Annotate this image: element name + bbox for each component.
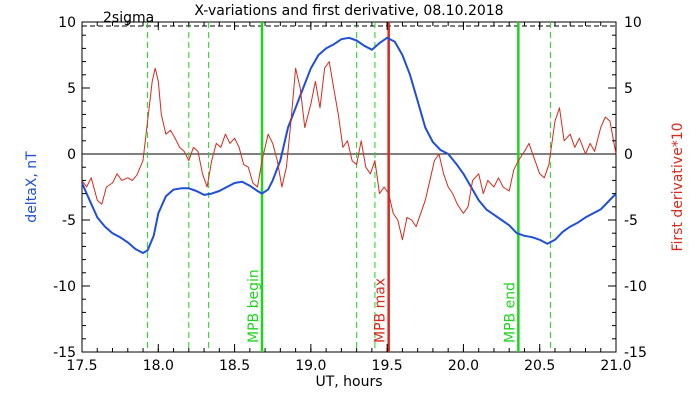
y-tick-label-right: -5: [624, 213, 638, 229]
event-label-mpb-max: MPB max: [373, 278, 389, 343]
y-axis-label-left: deltaX, nT: [24, 151, 40, 223]
axis-ticks: 17.5 18.0 18.5 19.0 19.5 20.0 20.5 21.0 10 5 0 -5 -1…: [53, 15, 647, 374]
x-tick-label: 18.0: [143, 358, 174, 374]
x-tick-label: 20.0: [448, 358, 479, 374]
chart-marks: MPB begin MPB max MPB end: [81, 22, 617, 352]
y-tick-label-right: -10: [624, 279, 647, 295]
series-line-derivative: [81, 61, 617, 241]
y-tick-label-left: 10: [58, 15, 76, 31]
y-tick-label-left: -10: [53, 279, 76, 295]
y-tick-label-right: 0: [624, 147, 633, 163]
threshold-label: 2sigma: [103, 10, 154, 26]
chart-title: X-variations and first derivative, 08.10…: [194, 3, 503, 19]
plot-frame: [81, 21, 617, 353]
y-tick-label-left: 5: [67, 81, 76, 97]
x-tick-label: 17.5: [66, 358, 97, 374]
x-tick-label: 20.5: [524, 358, 555, 374]
event-label-mpb-begin: MPB begin: [246, 269, 262, 343]
y-tick-label-right: -15: [624, 345, 647, 361]
x-tick-label: 19.5: [372, 358, 403, 374]
x-tick-label: 21.0: [600, 358, 631, 374]
series-line-deltax: [81, 36, 617, 254]
y-tick-label-right: 10: [624, 15, 642, 31]
x-axis-label: UT, hours: [315, 374, 382, 390]
x-tick-label: 18.5: [219, 358, 250, 374]
y-tick-label-left: -5: [62, 213, 76, 229]
x-tick-label: 19.0: [295, 358, 326, 374]
y-axis-label-right: First derivative*10: [670, 122, 686, 251]
y-tick-label-left: -15: [53, 345, 76, 361]
y-tick-label-left: 0: [67, 147, 76, 163]
event-label-mpb-end: MPB end: [502, 282, 518, 343]
y-tick-label-right: 5: [624, 81, 633, 97]
